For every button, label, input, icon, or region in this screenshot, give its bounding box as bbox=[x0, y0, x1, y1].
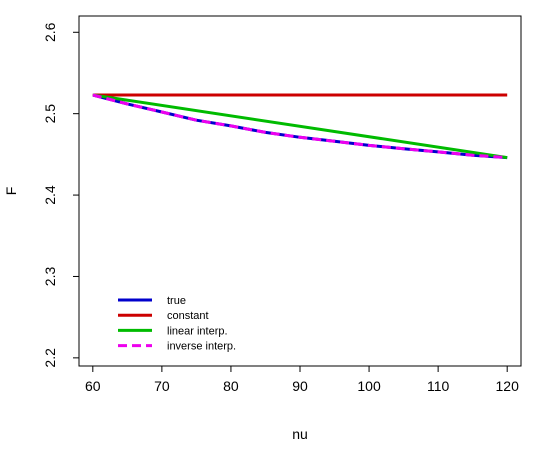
series-line-inverse-interp- bbox=[92, 93, 508, 160]
legend-label: true bbox=[167, 295, 186, 307]
x-axis-title: nu bbox=[292, 426, 308, 442]
plot-frame bbox=[78, 15, 522, 367]
y-tick-label: 2.2 bbox=[42, 348, 58, 368]
x-tick-label: 120 bbox=[496, 378, 520, 394]
y-tick-label: 2.5 bbox=[42, 104, 58, 124]
x-tick-label: 60 bbox=[85, 378, 101, 394]
x-tick-label: 100 bbox=[357, 378, 381, 394]
y-tick-label: 2.4 bbox=[42, 185, 58, 205]
legend-label: constant bbox=[167, 310, 209, 322]
y-axis: 2.2 2.3 2.4 2.5 2.6 bbox=[42, 22, 79, 368]
x-tick-label: 90 bbox=[292, 378, 308, 394]
y-tick-label: 2.6 bbox=[42, 22, 58, 42]
series-layer bbox=[92, 93, 508, 160]
series-line-linear-interp- bbox=[92, 93, 508, 160]
legend-label: linear interp. bbox=[167, 325, 228, 337]
y-axis-title: F bbox=[3, 187, 19, 196]
x-axis: 60 70 80 90 100 110 120 bbox=[85, 366, 519, 394]
legend: true constant linear interp. inverse interp… bbox=[118, 295, 236, 353]
legend-label: inverse interp. bbox=[167, 341, 236, 353]
x-tick-label: 80 bbox=[223, 378, 239, 394]
x-tick-label: 70 bbox=[154, 378, 170, 394]
x-tick-label: 110 bbox=[427, 378, 450, 394]
y-tick-label: 2.3 bbox=[42, 267, 58, 287]
